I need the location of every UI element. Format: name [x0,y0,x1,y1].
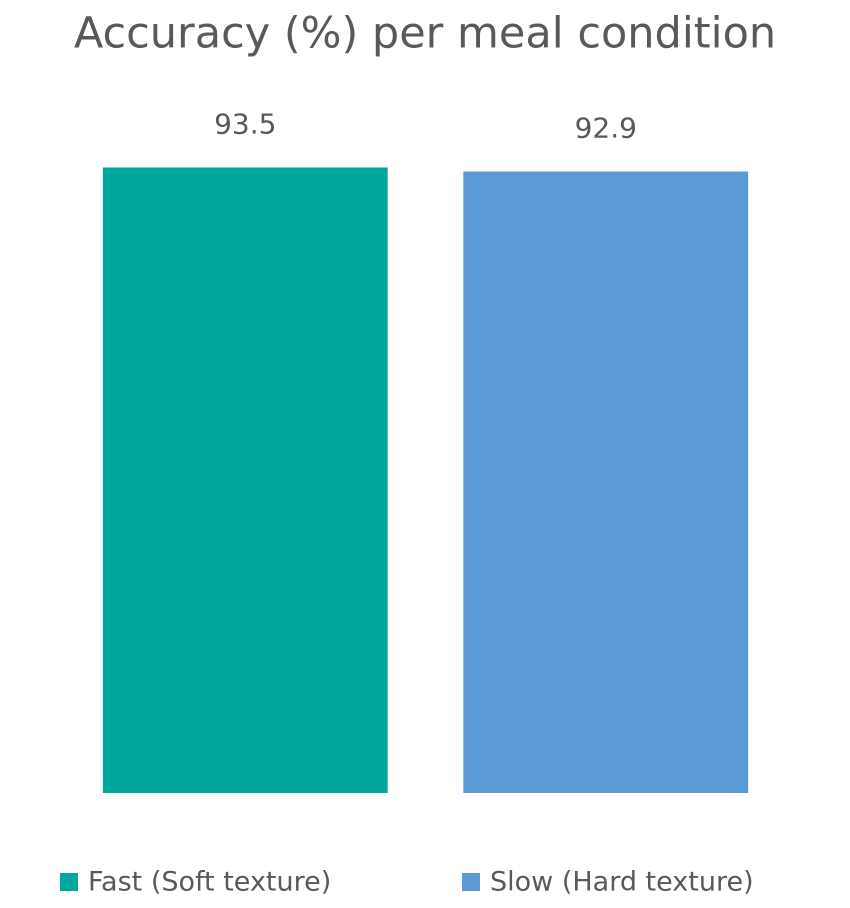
legend-label: Slow (Hard texture) [490,867,754,898]
legend-label: Fast (Soft texture) [88,867,331,898]
data-label: 93.5 [214,107,276,140]
chart-title: Accuracy (%) per meal condition [74,9,776,59]
bar [463,171,749,793]
data-label: 92.9 [575,111,637,144]
legend-swatch [60,873,78,891]
bar [102,167,388,794]
legend-swatch [462,873,480,891]
